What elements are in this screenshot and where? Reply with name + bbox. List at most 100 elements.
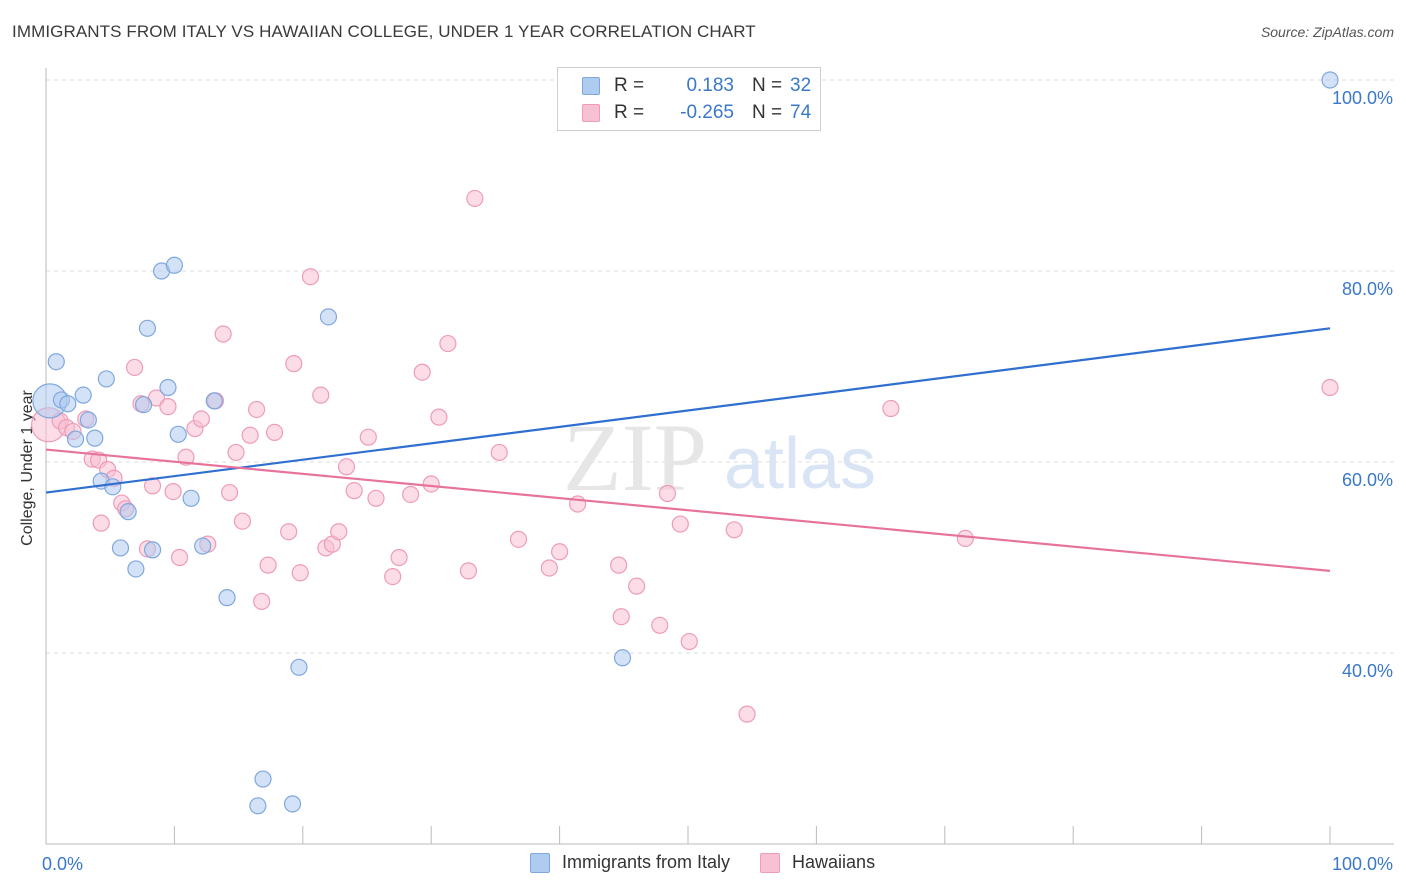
- hawaiians-point: [253, 592, 271, 611]
- watermark-atlas: atlas: [724, 424, 876, 504]
- gridlines: [46, 79, 1394, 654]
- italy-point: [119, 503, 137, 521]
- italy-point: [138, 319, 157, 337]
- x-tick-label: 0.0%: [42, 854, 83, 874]
- hawaiians-point: [330, 523, 348, 541]
- hawaiians-point: [738, 705, 756, 723]
- italy-point: [194, 537, 212, 555]
- n-value: 32: [790, 75, 812, 96]
- hawaiians-point: [159, 398, 177, 416]
- legend-label-hawaiians: Hawaiians: [792, 852, 876, 872]
- italy-point: [47, 353, 65, 371]
- hawaiians-point: [439, 334, 457, 353]
- italy-point: [218, 589, 236, 607]
- italy-point: [127, 560, 145, 578]
- watermark-zip: ZIP: [563, 404, 707, 511]
- watermark: ZIP atlas: [563, 404, 876, 511]
- hawaiians-point: [651, 616, 669, 634]
- hawaiians-point: [170, 548, 189, 567]
- hawaiians-point: [247, 400, 266, 419]
- hawaiians-point: [466, 189, 484, 208]
- legend-swatch-blue: [530, 852, 550, 873]
- legend-swatch-pink: [760, 852, 781, 873]
- hawaiians-point: [233, 512, 252, 530]
- source-credit: Source: ZipAtlas.com: [1260, 24, 1394, 40]
- tick-labels: 100.0% 80.0% 60.0% 40.0% 0.0% 100.0%: [42, 88, 1393, 874]
- italy-point: [86, 429, 104, 447]
- chart-title: IMMIGRANTS FROM ITALY VS HAWAIIAN COLLEG…: [12, 22, 756, 41]
- legend-item-italy[interactable]: Immigrants from Italy: [530, 852, 730, 873]
- hawaiians-point: [345, 482, 363, 500]
- hawaiians-point: [956, 529, 974, 548]
- italy-points: [32, 71, 1339, 815]
- italy-point: [59, 395, 77, 413]
- italy-point: [283, 795, 302, 813]
- x-tick-label: 100.0%: [1332, 854, 1393, 874]
- y-tick-label: 60.0%: [1342, 470, 1393, 490]
- r-label: R =: [614, 75, 645, 96]
- hawaiians-point: [177, 448, 195, 466]
- hawaiians-point: [291, 564, 309, 582]
- hawaiians-point: [285, 355, 303, 373]
- legend-label-italy: Immigrants from Italy: [562, 852, 731, 872]
- hawaiians-point: [214, 325, 232, 343]
- hawaiians-point: [301, 268, 320, 286]
- r-value: -0.265: [680, 102, 734, 123]
- hawaiians-point: [390, 548, 408, 567]
- italy-point: [319, 308, 338, 326]
- italy-point: [169, 425, 187, 443]
- hawaiians-point: [259, 556, 277, 574]
- hawaiians-point: [221, 483, 239, 502]
- hawaiians-point: [725, 521, 743, 539]
- series-legend: Immigrants from Italy Hawaiians: [530, 852, 905, 873]
- hawaiians-point: [1321, 378, 1339, 397]
- hawaiians-point: [612, 608, 630, 626]
- italy-point: [254, 770, 272, 788]
- italy-point: [111, 539, 130, 557]
- y-tick-label: 80.0%: [1342, 279, 1393, 299]
- italy-point: [134, 396, 153, 414]
- italy-point: [205, 392, 223, 410]
- hawaiians-trend-line: [45, 448, 1331, 572]
- hawaiians-points: [30, 189, 1339, 723]
- n-label: N =: [752, 75, 783, 96]
- r-value: 0.183: [686, 75, 734, 96]
- italy-point: [182, 489, 200, 507]
- hawaiians-point: [658, 484, 677, 503]
- italy-point: [1321, 71, 1339, 89]
- hawaiians-point: [241, 426, 259, 444]
- hawaiians-point: [671, 515, 689, 533]
- hawaiians-point: [192, 410, 210, 428]
- italy-point: [613, 649, 632, 667]
- hawaiians-point: [540, 559, 558, 577]
- italy-point: [165, 256, 183, 274]
- legend-row-italy: R = 0.183 N = 32: [582, 74, 811, 98]
- hawaiians-point: [402, 485, 420, 504]
- hawaiians-point: [882, 399, 900, 418]
- italy-point: [290, 658, 308, 676]
- legend-swatch-pink: [582, 104, 600, 122]
- hawaiians-point: [422, 475, 440, 493]
- italy-point: [74, 386, 92, 404]
- hawaiians-point: [384, 567, 402, 586]
- hawaiians-point: [550, 543, 569, 561]
- legend-swatch-blue: [582, 77, 600, 95]
- hawaiians-point: [680, 632, 698, 651]
- hawaiians-point: [312, 386, 330, 404]
- hawaiians-point: [459, 562, 478, 580]
- hawaiians-point: [164, 483, 182, 501]
- legend-row-hawaiians: R = -0.265 N = 74: [582, 101, 811, 125]
- hawaiians-point: [359, 428, 377, 446]
- trend-lines: [45, 327, 1331, 572]
- italy-point: [249, 797, 267, 815]
- italy-point: [97, 370, 115, 388]
- italy-point: [66, 430, 85, 448]
- italy-point: [143, 541, 162, 559]
- hawaiians-point: [92, 514, 110, 532]
- italy-point: [104, 478, 122, 496]
- hawaiians-point: [490, 443, 508, 462]
- legend-item-hawaiians[interactable]: Hawaiians: [760, 852, 875, 873]
- axes: [45, 68, 1394, 845]
- n-value: 74: [790, 102, 812, 123]
- italy-point: [159, 378, 177, 397]
